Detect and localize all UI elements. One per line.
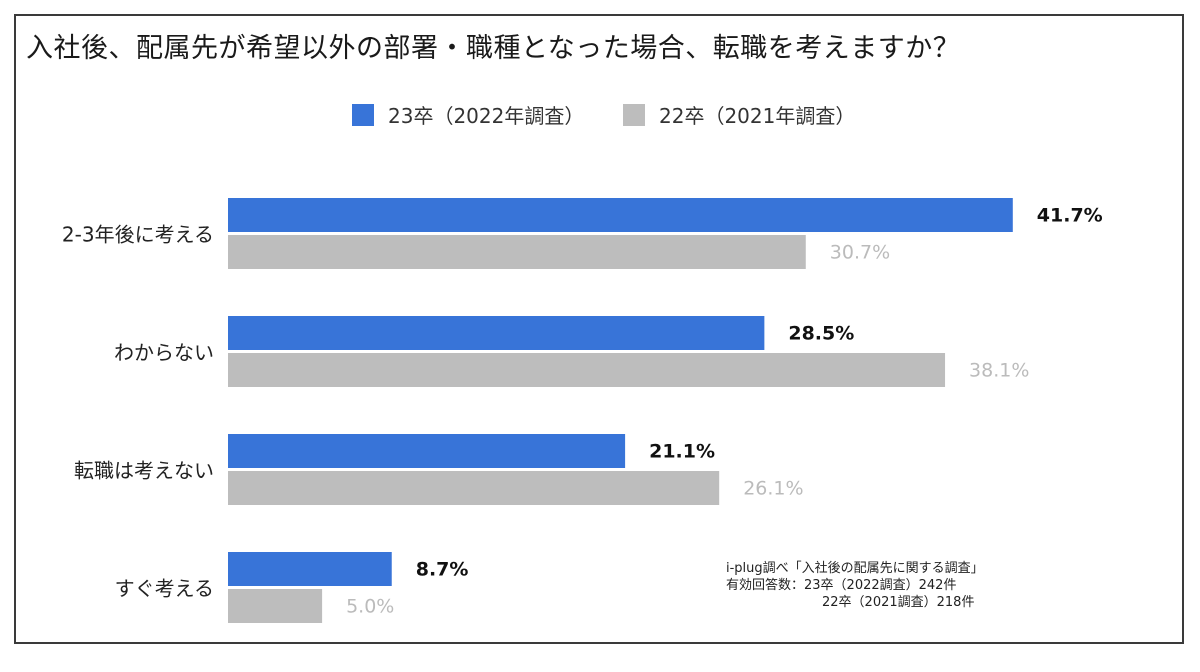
category-label: 2-3年後に考える — [62, 223, 214, 247]
data-label-23sotsu: 21.1% — [649, 441, 715, 463]
legend-item-22sotsu: 22卒（2021年調査） — [623, 100, 855, 129]
legend-item-23sotsu: 23卒（2022年調査） — [352, 100, 584, 129]
legend-swatch-23sotsu — [352, 103, 374, 126]
legend-label-22sotsu: 22卒（2021年調査） — [659, 104, 856, 128]
bar-23sotsu — [228, 434, 626, 468]
legend-label-23sotsu: 23卒（2022年調査） — [388, 104, 585, 128]
data-label-23sotsu: 28.5% — [788, 323, 854, 345]
source-line-3: 22卒（2021調査）218件 — [822, 595, 975, 610]
bar-22sotsu — [228, 353, 946, 387]
bar-23sotsu — [228, 316, 765, 350]
category-label: わからない — [114, 341, 214, 365]
bar-23sotsu — [228, 552, 392, 586]
legend-swatch-22sotsu — [623, 103, 645, 126]
source-line-2: 有効回答数：23卒（2022調査）242件 — [726, 578, 957, 593]
source-line-1: i-plug調べ「入社後の配属先に関する調査」 — [726, 561, 984, 576]
bar-23sotsu — [228, 198, 1013, 232]
data-label-22sotsu: 30.7% — [830, 242, 890, 264]
chart-title: 入社後、配属先が希望以外の部署・職種となった場合、転職を考えますか？ — [26, 33, 961, 64]
data-label-22sotsu: 38.1% — [969, 360, 1029, 382]
category-label: 転職は考えない — [74, 459, 214, 483]
bar-22sotsu — [228, 235, 806, 269]
source-note: i-plug調べ「入社後の配属先に関する調査」 有効回答数：23卒（2022調査… — [726, 560, 984, 611]
data-label-22sotsu: 5.0% — [346, 596, 394, 618]
bar-22sotsu — [228, 589, 323, 623]
category-label: すぐ考える — [115, 577, 214, 601]
bar-22sotsu — [228, 471, 720, 505]
data-label-22sotsu: 26.1% — [743, 478, 803, 500]
data-label-23sotsu: 41.7% — [1037, 205, 1103, 227]
data-label-23sotsu: 8.7% — [416, 559, 469, 581]
